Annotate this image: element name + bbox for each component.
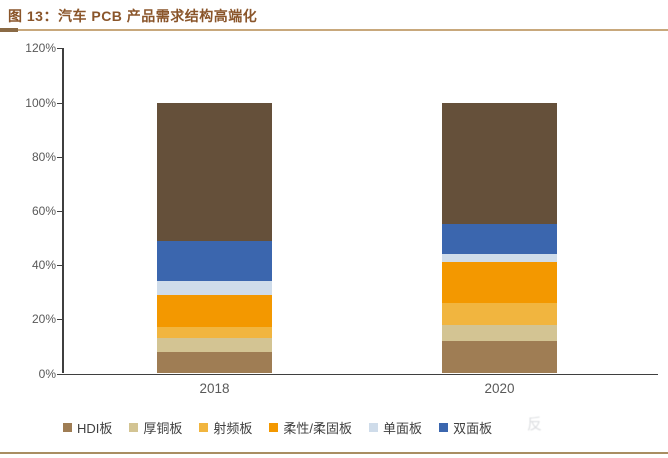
y-tick-label: 40% — [31, 258, 56, 273]
bar-segment-射频板 — [442, 303, 557, 325]
bar-segment-单面板 — [442, 254, 557, 263]
bar-segment-HDI板 — [157, 351, 272, 374]
legend-swatch-icon — [439, 422, 449, 432]
legend-swatch-icon — [199, 422, 209, 432]
bar-segment-双面板 — [442, 224, 557, 255]
title-divider — [0, 28, 668, 32]
bar-segment-unlabeled — [442, 102, 557, 225]
legend-item-单面板: 单面板 — [369, 418, 422, 437]
y-tick-label: 120% — [25, 41, 56, 56]
title-divider-tip — [0, 28, 18, 32]
bar-segment-射频板 — [157, 327, 272, 339]
legend-label: 单面板 — [383, 420, 423, 436]
y-tick-label: 0% — [38, 366, 56, 381]
watermark-ghost: 反 — [527, 416, 543, 433]
legend-label: 厚铜板 — [143, 420, 183, 436]
y-tick-label: 80% — [31, 149, 56, 164]
y-tick-label: 20% — [31, 312, 56, 327]
legend-swatch-icon — [269, 422, 279, 432]
y-tick-label: 100% — [25, 95, 56, 110]
legend-label: HDI板 — [77, 420, 113, 436]
x-axis-line — [62, 373, 658, 375]
chart-legend: HDI板 厚铜板 射频板 柔性/柔固板 单面板 双面板 — [63, 417, 492, 437]
legend-swatch-icon — [129, 422, 139, 432]
bar-segment-柔性/柔固板 — [442, 262, 557, 304]
legend-label: 射频板 — [213, 420, 253, 436]
legend-label: 柔性/柔固板 — [283, 420, 353, 436]
legend-item-双面板: 双面板 — [439, 418, 492, 437]
figure-title: 图 13：汽车 PCB 产品需求结构高端化 — [8, 8, 258, 24]
y-axis-tick — [56, 156, 62, 158]
y-axis-tick — [56, 48, 62, 50]
legend-item-柔性/柔固板: 柔性/柔固板 — [269, 418, 352, 437]
bar-segment-单面板 — [157, 281, 272, 295]
bar-segment-HDI板 — [442, 340, 557, 374]
y-axis-tick — [56, 265, 62, 267]
legend-item-HDI板: HDI板 — [63, 418, 112, 437]
legend-item-射频板: 射频板 — [199, 418, 252, 437]
y-axis-tick — [56, 102, 62, 104]
bar-segment-双面板 — [157, 240, 272, 282]
bottom-border-rule — [0, 452, 668, 454]
legend-label: 双面板 — [453, 420, 493, 436]
legend-swatch-icon — [369, 422, 379, 432]
bar-segment-厚铜板 — [442, 324, 557, 341]
y-axis-line — [62, 48, 64, 374]
bar-segment-厚铜板 — [157, 338, 272, 352]
y-axis-tick — [56, 210, 62, 213]
bar-segment-柔性/柔固板 — [157, 294, 272, 328]
x-category-label: 2020 — [484, 381, 515, 396]
y-axis-tick — [56, 319, 62, 321]
y-axis-tick — [56, 373, 62, 375]
x-category-label: 2018 — [199, 381, 230, 396]
legend-item-厚铜板: 厚铜板 — [129, 418, 182, 437]
bar-segment-unlabeled — [157, 102, 272, 241]
legend-swatch-icon — [63, 422, 72, 432]
y-tick-label: 60% — [31, 203, 56, 218]
